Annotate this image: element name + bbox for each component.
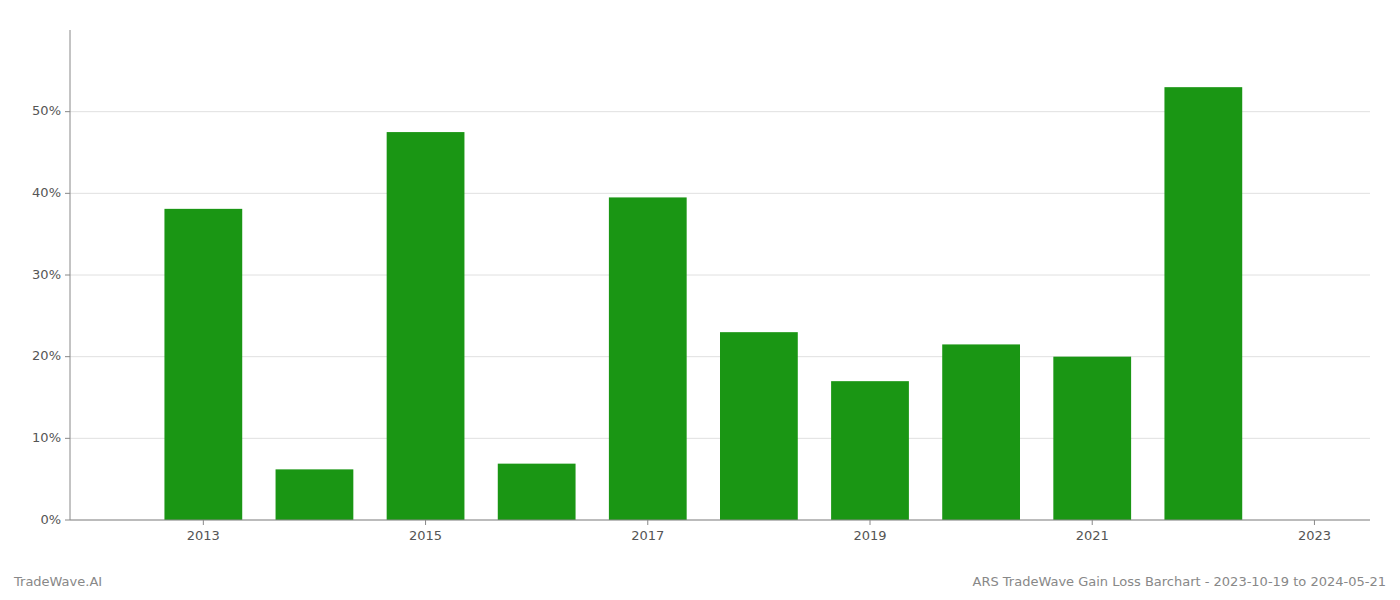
- x-tick-label: 2019: [853, 528, 886, 543]
- grid-line: [70, 520, 1370, 521]
- x-tick: [1314, 520, 1315, 525]
- y-tick: [65, 438, 70, 439]
- y-tick: [65, 111, 70, 112]
- y-tick: [65, 193, 70, 194]
- bar: [609, 197, 687, 520]
- y-axis-line: [70, 30, 71, 520]
- bars: [164, 87, 1242, 520]
- bar: [387, 132, 465, 520]
- x-axis-line: [70, 520, 1370, 521]
- x-tick-label: 2021: [1076, 528, 1109, 543]
- y-tick-label: 0%: [40, 512, 61, 527]
- bar: [276, 469, 354, 520]
- y-tick-label: 10%: [32, 430, 61, 445]
- bar: [164, 209, 242, 520]
- x-tick: [647, 520, 648, 525]
- y-axis: 0% 10% 20% 30% 40% 50%: [32, 103, 70, 526]
- y-tick: [65, 356, 70, 357]
- x-tick: [1092, 520, 1093, 525]
- chart-container: 0% 10% 20% 30% 40% 50% 2013 2015 2017 2019 2021 202…: [0, 0, 1400, 600]
- y-tick: [65, 275, 70, 276]
- bar: [1164, 87, 1242, 520]
- x-tick-label: 2013: [187, 528, 220, 543]
- y-tick-label: 20%: [32, 348, 61, 363]
- bar: [498, 464, 576, 520]
- y-tick-label: 40%: [32, 185, 61, 200]
- y-tick-label: 30%: [32, 267, 61, 282]
- footer-annotation: ARS TradeWave Gain Loss Barchart - 2023-…: [973, 574, 1387, 589]
- x-tick: [425, 520, 426, 525]
- x-tick: [870, 520, 871, 525]
- bar: [1053, 357, 1131, 520]
- bar: [720, 332, 798, 520]
- chart-svg: 0% 10% 20% 30% 40% 50% 2013 2015 2017 2019 2021 202…: [0, 0, 1400, 600]
- y-tick-label: 50%: [32, 103, 61, 118]
- x-tick-label: 2017: [631, 528, 664, 543]
- x-axis: 2013 2015 2017 2019 2021 2023: [187, 520, 1331, 543]
- axes: [70, 30, 1370, 520]
- y-tick: [65, 520, 70, 521]
- bar: [942, 344, 1020, 520]
- x-tick-label: 2023: [1298, 528, 1331, 543]
- footer-annotation: TradeWave.AI: [13, 574, 102, 589]
- x-tick: [203, 520, 204, 525]
- x-tick-label: 2015: [409, 528, 442, 543]
- bar: [831, 381, 909, 520]
